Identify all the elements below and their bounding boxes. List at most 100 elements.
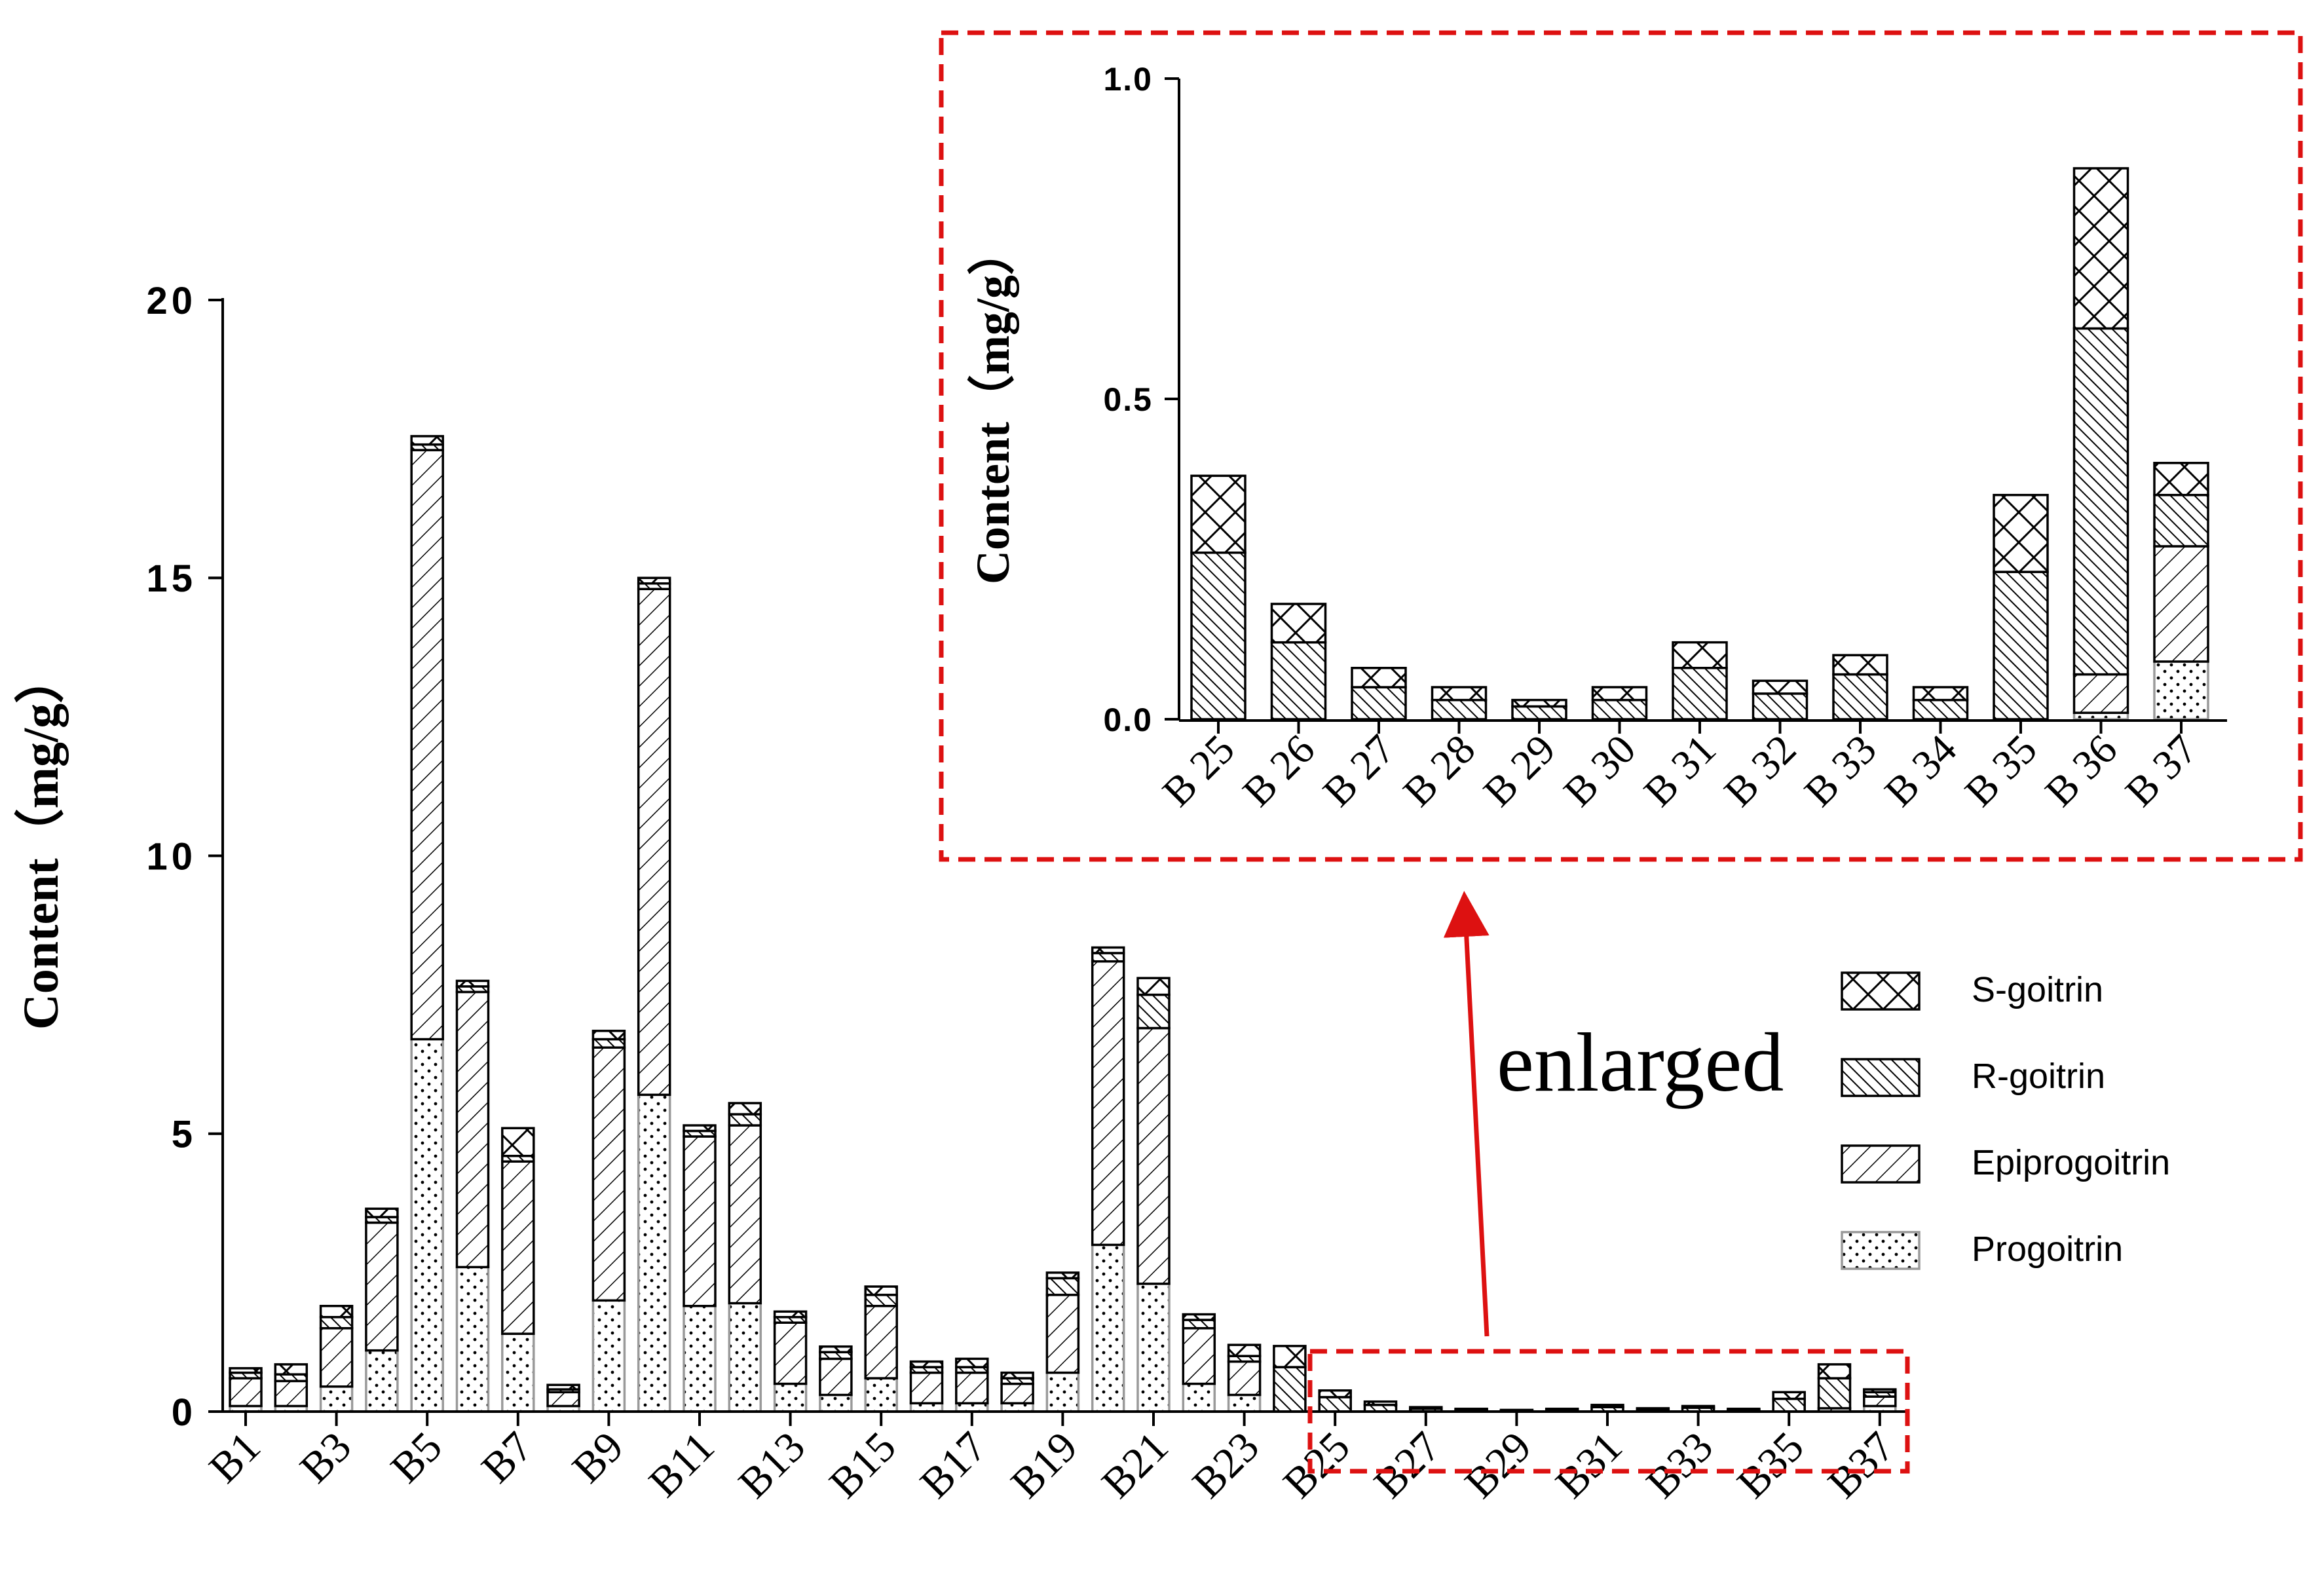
main-segment-r-goitrin-b36 (1817, 1377, 1852, 1410)
inset-bar-b-28 (1431, 686, 1488, 721)
main-bar-b24 (1273, 1345, 1307, 1413)
main-segment-s-goitrin-b19 (1045, 1271, 1080, 1280)
main-bar-b35 (1772, 1391, 1806, 1413)
legend-label-s-goitrin: S-goitrin (1972, 970, 2103, 1009)
legend-label-r-goitrin: R-goitrin (1972, 1057, 2105, 1096)
main-bars (229, 435, 1897, 1413)
main-bar-b37 (1863, 1388, 1897, 1413)
main-segment-epiprogoitrin-b22 (1182, 1326, 1216, 1385)
legend-swatch-r-goitrin (1841, 1058, 1921, 1097)
main-segment-progoitrin-b10 (637, 1093, 671, 1413)
main-segment-s-goitrin-b35 (1772, 1391, 1806, 1400)
main-bar-b12 (728, 1102, 762, 1413)
main-x-tick-label: B21 (1093, 1423, 1177, 1507)
inset-bar-b-37 (2153, 462, 2209, 721)
main-y-tick-label: 15 (146, 557, 197, 600)
main-segment-progoitrin-b15 (864, 1377, 898, 1413)
main-x-tick-label: B23 (1184, 1423, 1268, 1507)
main-segment-r-goitrin-b25 (1318, 1396, 1352, 1413)
main-x-tick-label: B19 (1002, 1423, 1087, 1507)
enlarged-label: enlarged (1497, 1016, 1784, 1109)
main-segment-s-goitrin-b32 (1636, 1407, 1670, 1411)
main-segment-epiprogoitrin-b3 (319, 1326, 354, 1388)
inset-bar-b-36 (2072, 167, 2129, 721)
inset-segment-s-goitrin-b-27 (1351, 667, 1407, 688)
inset-segment-r-goitrin-b-31 (1672, 667, 1728, 721)
inset-segment-s-goitrin-b-31 (1672, 641, 1728, 669)
main-bar-b20 (1091, 946, 1125, 1413)
inset-segment-s-goitrin-b-26 (1270, 603, 1327, 644)
main-x-tick-label: B7 (472, 1423, 542, 1492)
main-segment-r-goitrin-b9 (591, 1038, 626, 1049)
main-segment-r-goitrin-b22 (1182, 1319, 1216, 1330)
main-x-tick-label: B9 (563, 1423, 633, 1492)
legend-label-epiprogoitrin: Epiprogoitrin (1972, 1143, 2170, 1182)
main-segment-progoitrin-b9 (591, 1299, 626, 1413)
main-segment-epiprogoitrin-b1 (229, 1377, 263, 1408)
main-segment-s-goitrin-b22 (1182, 1313, 1216, 1321)
main-segment-r-goitrin-b20 (1091, 952, 1125, 963)
legend: S-goitrin R-goitrin Epiprogoitrin Progoitri… (1841, 970, 2170, 1270)
inset-y-tick-label: 0.0 (1103, 702, 1153, 738)
main-y-ticks: 0 5 10 15 20 (146, 280, 223, 1434)
main-segment-epiprogoitrin-b7 (501, 1160, 535, 1335)
legend-swatch-progoitrin (1841, 1231, 1921, 1270)
inset-segment-s-goitrin-b-30 (1591, 686, 1648, 702)
main-x-tick-label: B3 (291, 1423, 360, 1492)
inset-y-axis-title: Content（mg/g） (967, 228, 1019, 584)
main-segment-s-goitrin-b26 (1363, 1400, 1398, 1406)
main-segment-s-goitrin-b1 (229, 1367, 263, 1374)
main-bar-b18 (1000, 1371, 1034, 1413)
inset-segment-r-goitrin-b-37 (2153, 493, 2209, 548)
inset-segment-s-goitrin-b-33 (1832, 654, 1888, 676)
main-segment-s-goitrin-b27 (1409, 1406, 1443, 1410)
main-segment-s-goitrin-b24 (1273, 1345, 1307, 1368)
main-y-tick-label: 10 (146, 835, 197, 878)
main-segment-s-goitrin-b34 (1727, 1408, 1761, 1412)
main-segment-r-goitrin-b35 (1772, 1397, 1806, 1413)
inset-segment-epiprogoitrin-b-37 (2153, 545, 2209, 663)
enlarge-arrow (1443, 891, 1490, 1337)
main-segment-epiprogoitrin-b9 (591, 1046, 626, 1302)
main-segment-epiprogoitrin-b13 (773, 1321, 808, 1385)
inset-segment-r-goitrin-b-34 (1912, 698, 1969, 721)
main-segment-progoitrin-b5 (410, 1038, 444, 1413)
main-segment-progoitrin-b22 (1182, 1382, 1216, 1413)
main-segment-progoitrin-b23 (1227, 1393, 1262, 1413)
main-segment-r-goitrin-b15 (864, 1294, 898, 1307)
inset-segment-epiprogoitrin-b-36 (2072, 673, 2129, 714)
main-segment-s-goitrin-b31 (1590, 1404, 1624, 1408)
inset-segment-s-goitrin-b-34 (1912, 686, 1969, 702)
main-segment-epiprogoitrin-b5 (410, 449, 444, 1041)
inset-bar-b-25 (1190, 474, 1246, 721)
main-segment-progoitrin-b19 (1045, 1371, 1080, 1413)
inset-segment-r-goitrin-b-27 (1351, 686, 1407, 721)
main-bar-b25 (1318, 1389, 1352, 1413)
legend-swatch-epiprogoitrin (1841, 1144, 1921, 1184)
inset-bars (1190, 167, 2209, 721)
main-segment-s-goitrin-b18 (1000, 1371, 1034, 1379)
main-segment-s-goitrin-b6 (455, 979, 490, 988)
main-bar-b5 (410, 435, 444, 1413)
main-segment-r-goitrin-b19 (1045, 1277, 1080, 1296)
main-segment-s-goitrin-b33 (1681, 1404, 1715, 1409)
main-segment-s-goitrin-b17 (955, 1357, 989, 1368)
main-segment-s-goitrin-b4 (365, 1207, 399, 1218)
main-segment-epiprogoitrin-b16 (909, 1371, 944, 1405)
main-chart: 0 5 10 15 20 B1 B3 B5 B7 B9 B11 B13 B15 B17 B19 B21 B23… (14, 280, 1909, 1507)
inset-y-ticks: 0.0 0.5 1.0 (1103, 61, 1179, 738)
main-segment-epiprogoitrin-b4 (365, 1221, 399, 1352)
main-segment-s-goitrin-b16 (909, 1360, 944, 1368)
inset-segment-s-goitrin-b-28 (1431, 686, 1488, 702)
main-y-tick-label: 5 (172, 1114, 197, 1156)
main-segment-epiprogoitrin-b14 (819, 1357, 853, 1397)
main-segment-s-goitrin-b2 (274, 1363, 309, 1376)
inset-bar-b-29 (1511, 698, 1567, 721)
main-segment-epiprogoitrin-b2 (274, 1379, 309, 1408)
inset-segment-s-goitrin-b-25 (1190, 474, 1246, 554)
main-x-tick-label: B25 (1274, 1423, 1359, 1507)
main-segment-s-goitrin-b5 (410, 435, 444, 446)
main-bar-b14 (819, 1345, 853, 1413)
main-segment-progoitrin-b14 (819, 1393, 853, 1413)
